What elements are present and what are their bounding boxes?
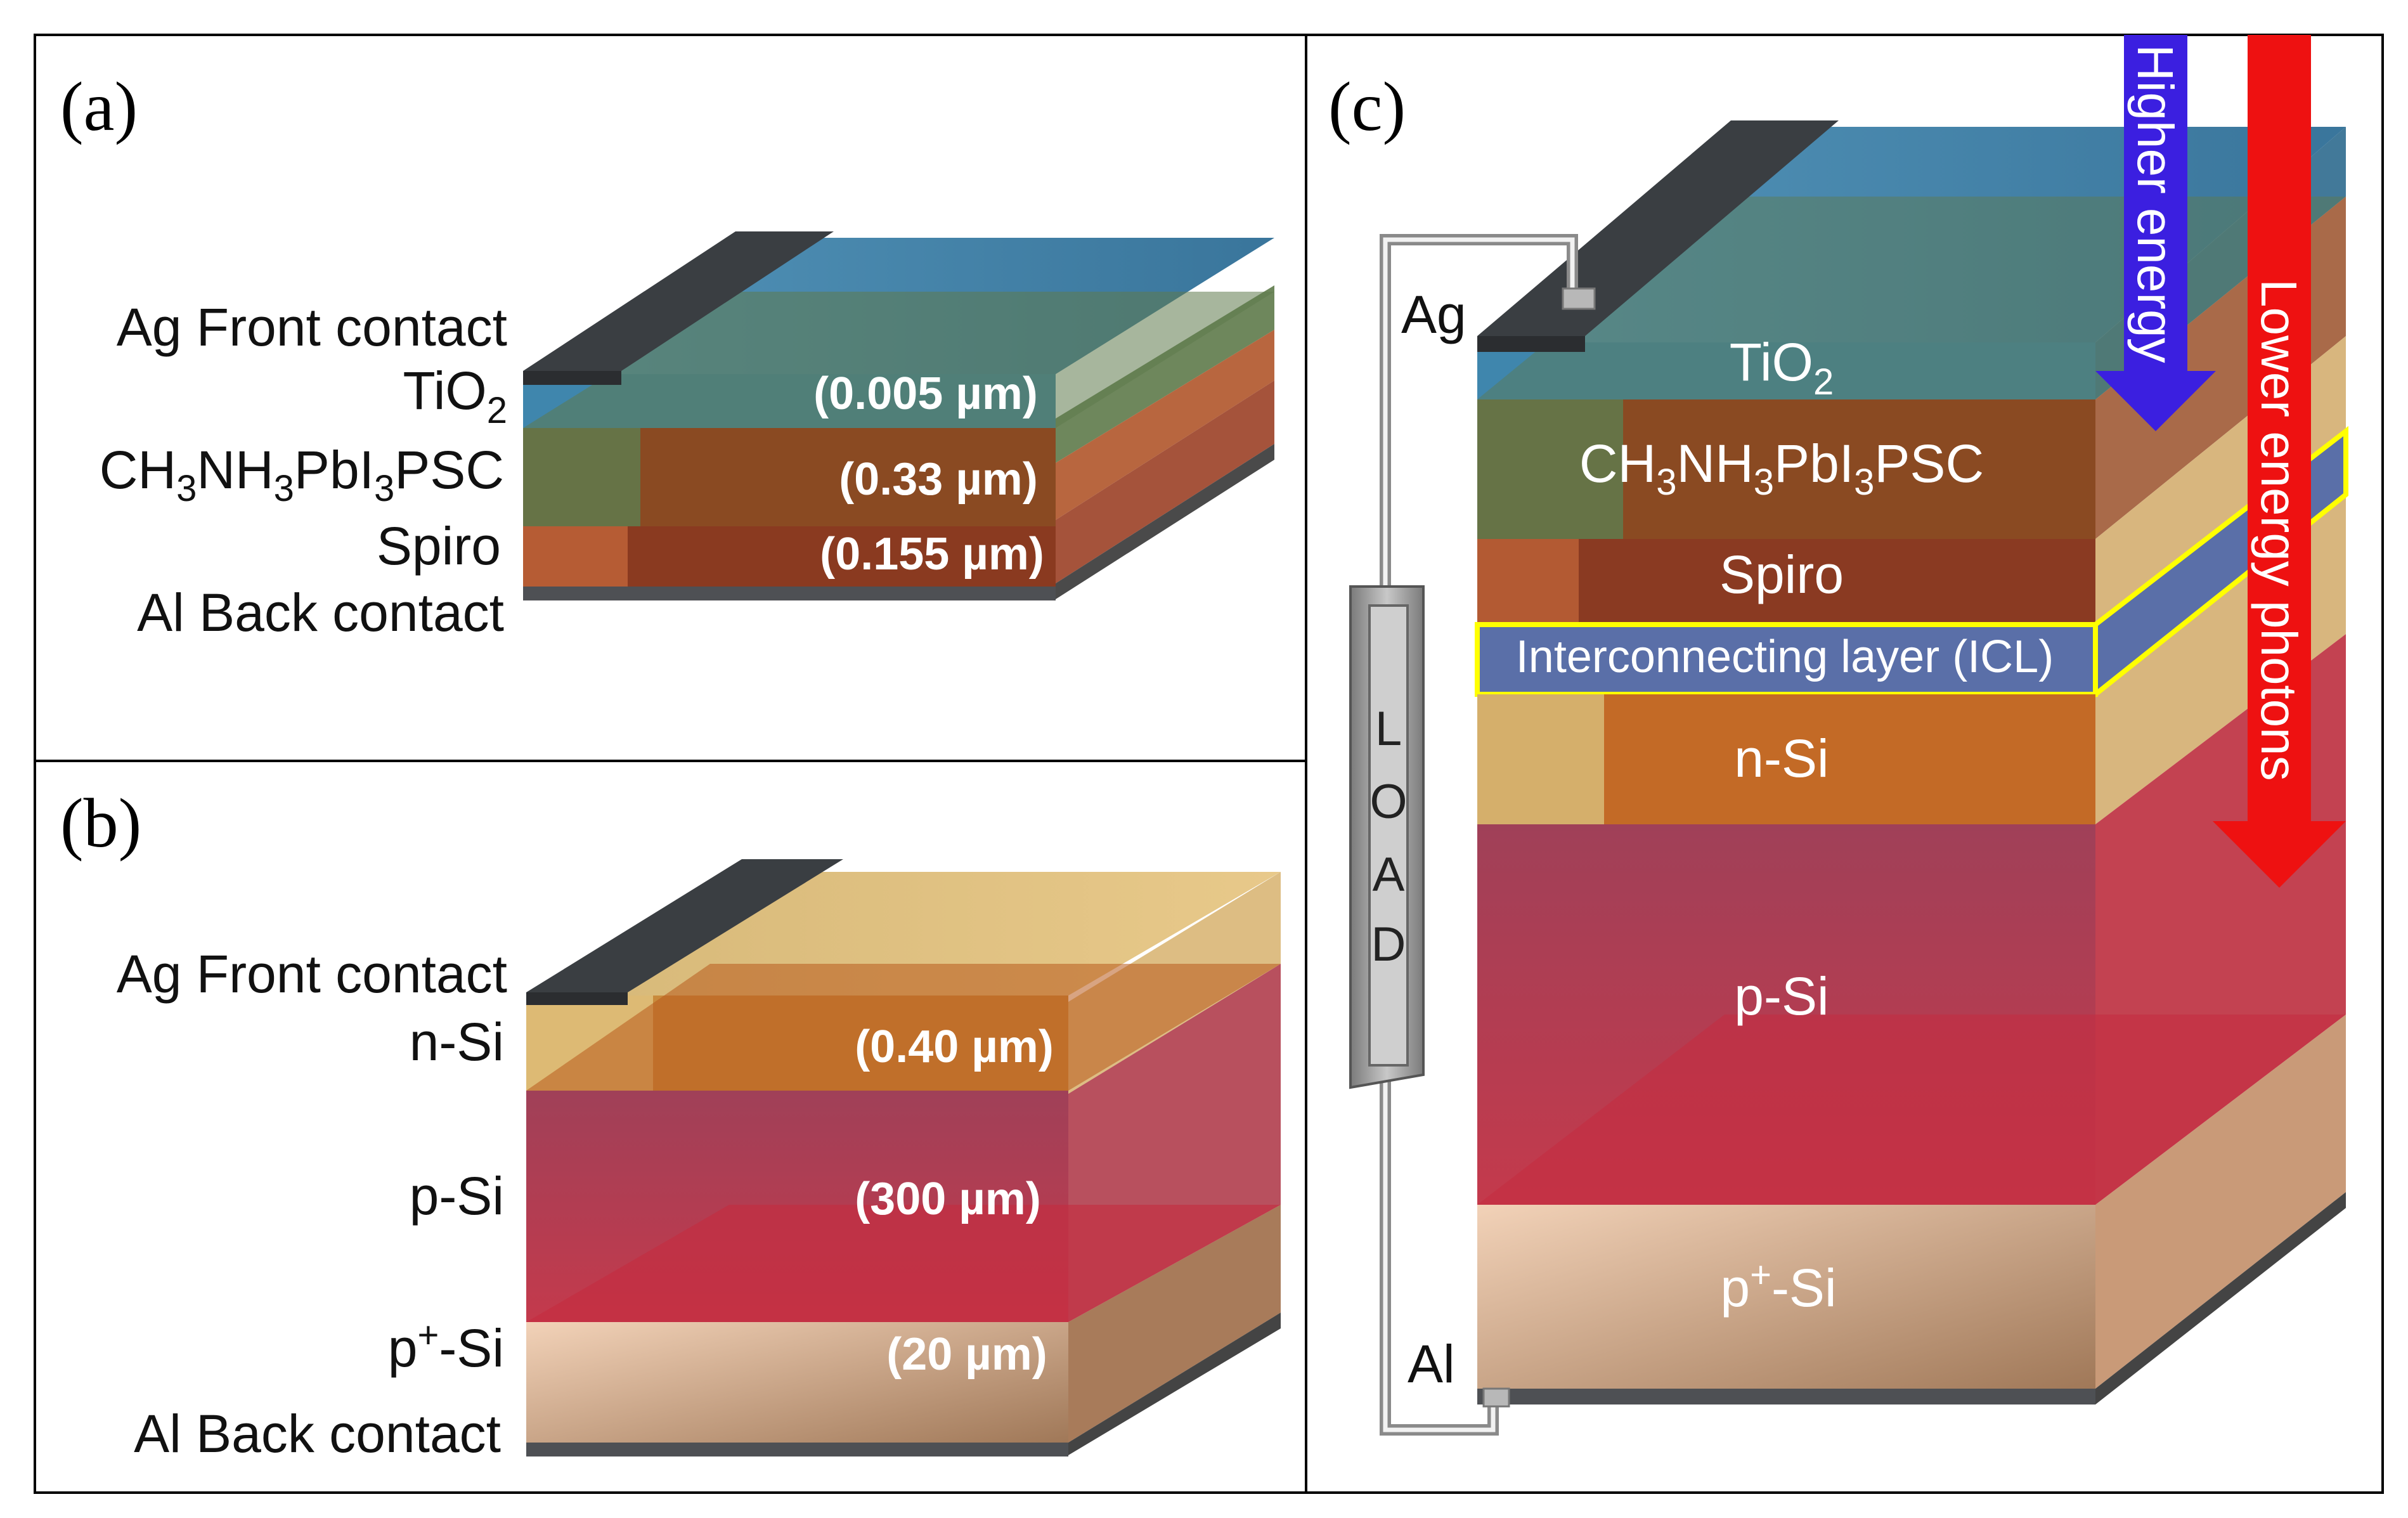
panel-c: (c)	[1328, 35, 2348, 1436]
b-thickness-psi: (300 µm)	[855, 1174, 1041, 1224]
a-ag-contact-top	[523, 231, 834, 371]
a-label-al-back: Al Back contact	[137, 583, 504, 642]
b-ag-contact-top	[526, 859, 843, 992]
higher-energy-label: Higher energy	[2127, 44, 2184, 363]
panel-c-label: (c)	[1328, 68, 1406, 145]
panel-b: (b) Ag Front contact n-Si p-Si p+-Si Al …	[60, 784, 1281, 1463]
c-label-al: Al	[1408, 1334, 1455, 1394]
c-load-O: O	[1369, 775, 1407, 829]
panel-a: (a) Ag Front contact TiO2 CH3NH3PbI3PSC	[60, 68, 1274, 642]
a-label-tio2: TiO2	[403, 361, 507, 431]
a-label-psc: CH3NH3PbI3PSC	[100, 440, 504, 509]
c-label-ag: Ag	[1401, 285, 1466, 344]
c-label-tio2: TiO2	[1730, 332, 1834, 403]
c-al-terminal	[1482, 1387, 1510, 1408]
panel-a-label: (a)	[60, 68, 138, 145]
b-label-psi: p-Si	[410, 1166, 504, 1226]
b-label-al-back: Al Back contact	[134, 1404, 501, 1463]
c-front-ppsi	[1477, 1205, 2095, 1389]
c-side-base	[2095, 1192, 2346, 1404]
c-ag-terminal	[1562, 287, 1596, 310]
a-side-base	[1056, 444, 1274, 599]
a-side-orange	[1056, 330, 1274, 520]
c-load-inner	[1368, 604, 1409, 1067]
panel-b-label: (b)	[60, 784, 141, 862]
lower-energy-label: Lower energy photons	[2251, 279, 2307, 781]
a-label-spiro: Spiro	[377, 516, 501, 576]
a-front-base	[523, 587, 1056, 600]
a-spiro-overlay	[523, 526, 628, 587]
panel-frames	[34, 34, 2384, 1494]
panel-a-stack	[523, 231, 1274, 600]
a-thickness-spiro: (0.155 µm)	[820, 529, 1044, 580]
c-inner-red	[1477, 1015, 2346, 1205]
b-thickness-nsi: (0.40 µm)	[855, 1022, 1054, 1072]
c-label-psi: p-Si	[1734, 966, 1829, 1026]
c-front-base	[1477, 1389, 2095, 1404]
a-label-ag-front: Ag Front contact	[117, 297, 507, 357]
a-psc-overlay	[523, 428, 640, 526]
b-front-base	[526, 1443, 1068, 1456]
lower-energy-arrow-shape	[2213, 35, 2346, 888]
c-load-A: A	[1373, 848, 1405, 902]
c-circuit	[1349, 234, 1596, 1436]
c-spiro-overlay	[1477, 539, 1579, 625]
c-psc-overlay	[1477, 399, 1623, 539]
higher-energy-arrow-shape	[2095, 35, 2216, 431]
higher-energy-arrow: Higher energy	[2095, 35, 2216, 431]
a-side-green	[1056, 285, 1274, 463]
lower-energy-arrow: Lower energy photons	[2213, 35, 2346, 888]
b-inner-red	[526, 1205, 1281, 1322]
c-label-icl: Interconnecting layer (ICL)	[1516, 632, 2054, 682]
c-label-psc: CH3NH3PbI3PSC	[1579, 434, 1984, 503]
c-wire-bottom-hl	[1383, 1081, 1496, 1432]
b-side-ppsi	[1068, 1205, 1281, 1443]
c-label-ppsi: p+-Si	[1720, 1254, 1836, 1318]
c-label-nsi: n-Si	[1734, 729, 1829, 788]
b-thickness-ppsi: (20 µm)	[886, 1329, 1047, 1380]
b-label-ag-front: Ag Front contact	[117, 944, 507, 1004]
a-mid-green	[523, 292, 1274, 428]
c-side-ppsi	[2095, 1015, 2346, 1389]
c-label-spiro: Spiro	[1719, 545, 1844, 604]
c-ag-contact-front	[1477, 336, 1585, 352]
c-wire-top-hl	[1383, 237, 1575, 590]
b-front-ppsi	[526, 1322, 1068, 1443]
c-front-spiro	[1477, 539, 2095, 625]
b-label-ppsi: p+-Si	[388, 1314, 504, 1378]
c-load-D: D	[1371, 918, 1406, 971]
b-side-base	[1068, 1313, 1281, 1455]
a-side-spiro	[1056, 380, 1274, 583]
a-thickness-psc: (0.33 µm)	[839, 454, 1038, 505]
b-label-nsi: n-Si	[410, 1012, 504, 1072]
c-front-icl	[1477, 625, 2095, 694]
a-ag-contact-front	[523, 371, 621, 385]
a-thickness-tio2: (0.005 µm)	[813, 368, 1038, 419]
c-nsi-overlay	[1477, 694, 1604, 824]
c-load-L: L	[1375, 702, 1402, 756]
b-inner-orange	[526, 964, 1281, 1091]
panel-b-stack	[526, 859, 1281, 1456]
panel-c-stack	[1475, 120, 2348, 1404]
b-ag-contact-front	[526, 992, 628, 1005]
